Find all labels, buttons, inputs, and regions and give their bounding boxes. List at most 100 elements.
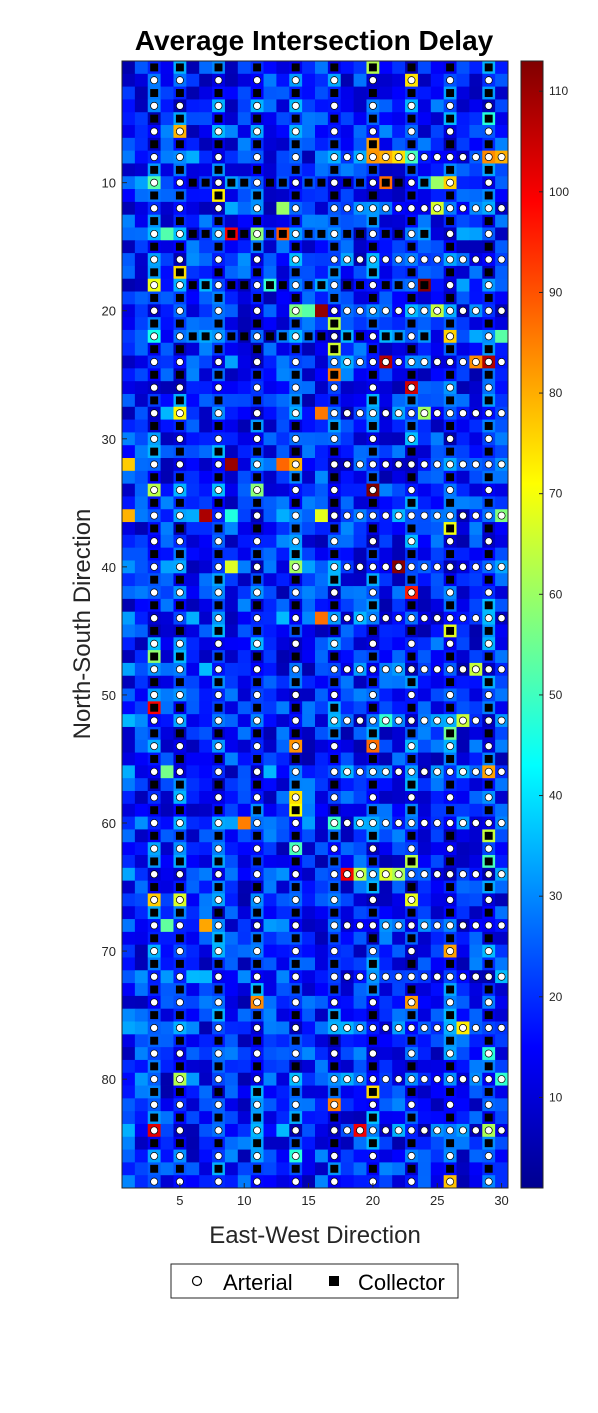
heatmap-cell [276, 240, 290, 254]
arterial-marker [175, 204, 184, 213]
legend-box [170, 1263, 459, 1299]
heatmap-cell [237, 995, 252, 1010]
collector-marker [368, 550, 377, 559]
arterial-marker [407, 127, 416, 136]
collector-marker [394, 332, 403, 341]
heatmap-cell [186, 342, 200, 356]
heatmap-cell [469, 637, 483, 651]
arterial-marker [446, 511, 455, 520]
collector-marker [407, 806, 416, 815]
heatmap-cell [160, 496, 174, 510]
heatmap-cell [315, 1072, 329, 1086]
heatmap-cell [160, 483, 174, 497]
heatmap-cell [469, 1047, 483, 1061]
heatmap-cell [276, 957, 290, 971]
heatmap-cell [160, 61, 174, 75]
arterial-marker [381, 716, 390, 725]
heatmap-cell [353, 125, 367, 139]
collector-marker [150, 1164, 159, 1173]
heatmap-cell [392, 598, 406, 613]
heatmap-cell [263, 240, 277, 254]
heatmap-cell [417, 790, 432, 805]
collector-marker [175, 396, 184, 405]
heatmap-cell [430, 624, 445, 638]
heatmap-cell [199, 1034, 213, 1048]
collector-marker [175, 114, 184, 123]
heatmap-cell [315, 739, 329, 753]
arterial-marker [368, 947, 377, 955]
heatmap-cell [237, 214, 252, 228]
arterial-marker [459, 1075, 467, 1084]
heatmap-cell [456, 752, 470, 766]
arterial-marker [368, 281, 377, 290]
collector-marker [214, 268, 223, 277]
heatmap-cell [315, 1162, 329, 1176]
heatmap-cell [379, 470, 393, 485]
arterial-marker [330, 1100, 339, 1109]
heatmap-cell [456, 1162, 470, 1176]
heatmap-cell [315, 214, 329, 228]
heatmap-cell [237, 393, 252, 408]
heatmap-cell [340, 739, 354, 753]
collector-marker [484, 63, 493, 72]
heatmap-cell [392, 137, 406, 152]
arterial-marker [433, 972, 442, 981]
collector-marker [253, 575, 262, 584]
heatmap-cell [186, 790, 200, 805]
collector-marker [446, 140, 455, 149]
arterial-marker [446, 793, 455, 802]
collector-marker [253, 908, 262, 917]
arterial-marker [175, 383, 184, 392]
heatmap-cell [263, 137, 277, 152]
collector-marker [407, 1036, 416, 1045]
heatmap-cell [276, 496, 290, 510]
heatmap-cell [186, 458, 200, 472]
arterial-marker [175, 998, 184, 1007]
colorbar-gradient [520, 60, 544, 1189]
arterial-marker [175, 178, 184, 187]
legend-arterial-symbol [191, 1275, 203, 1287]
heatmap-cell [276, 137, 290, 152]
collector-marker [330, 473, 339, 482]
arterial-marker [446, 306, 455, 315]
collector-marker [291, 498, 300, 507]
heatmap-cell [122, 906, 136, 920]
heatmap-cell [224, 701, 239, 715]
arterial-marker [253, 742, 262, 751]
heatmap-cell [417, 240, 432, 254]
arterial-marker [253, 1023, 262, 1032]
heatmap-cell [315, 829, 329, 843]
heatmap-cell [160, 650, 174, 664]
heatmap-cell [186, 381, 200, 395]
heatmap-cell [456, 1059, 470, 1074]
collector-marker [330, 550, 339, 559]
heatmap-cell [456, 163, 470, 177]
collector-marker [446, 678, 455, 687]
collector-marker [214, 755, 223, 763]
collector-marker [484, 422, 493, 430]
arterial-marker [484, 1075, 493, 1084]
collector-marker [407, 345, 416, 354]
collector-marker [484, 678, 493, 687]
heatmap-cell [302, 714, 316, 728]
heatmap-cell [417, 1111, 432, 1125]
heatmap-cell [224, 355, 239, 369]
heatmap-cell [379, 534, 393, 549]
collector-marker [201, 229, 210, 238]
heatmap-cell [122, 547, 136, 561]
heatmap-cell [224, 944, 239, 958]
heatmap-cell [495, 125, 509, 139]
heatmap-cell [122, 137, 136, 152]
arterial-marker [394, 255, 403, 264]
collector-marker [227, 229, 236, 238]
heatmap-cell [122, 598, 136, 613]
heatmap-cell [315, 637, 329, 651]
arterial-marker [407, 870, 416, 879]
heatmap-cell [456, 842, 470, 856]
collector-marker [446, 370, 455, 379]
arterial-marker [433, 511, 442, 520]
arterial-marker [253, 844, 262, 853]
heatmap-cell [302, 983, 316, 997]
heatmap-cell [199, 650, 213, 664]
arterial-marker [484, 1177, 493, 1186]
